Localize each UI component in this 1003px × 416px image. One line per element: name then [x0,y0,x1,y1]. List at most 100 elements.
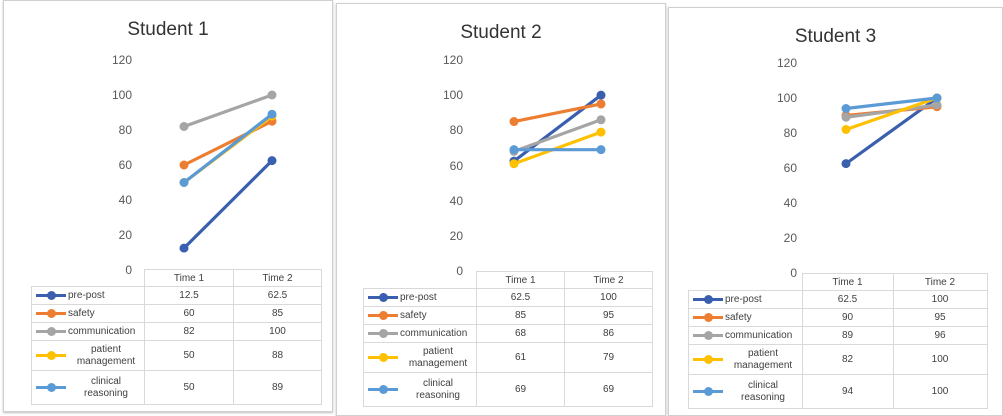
data-point-pre-post [596,90,606,100]
table-cell: 85 [476,306,565,325]
series-line-patient-management [512,130,603,166]
legend-label: clinical reasoning [416,377,460,401]
legend-key-icon [368,311,398,320]
legend-label: safety [725,311,752,323]
legend-label: clinical reasoning [741,379,785,403]
legend-key-icon [693,313,723,322]
data-point-communication [267,90,277,100]
series-line-clinical-reasoning [844,96,939,111]
y-tick-label: 100 [111,88,132,102]
legend-label: pre-post [725,293,762,305]
table-row: safety 85 95 [363,306,653,325]
legend-label: pre-post [400,291,437,303]
table-cell: 96 [892,326,988,345]
table-cell: 60 [144,304,234,323]
table-row: patient management 82 100 [688,344,988,375]
data-point-patient-management [509,159,519,169]
table-cell: 100 [892,344,988,375]
data-point-pre-post [841,159,851,169]
y-tick-label: 0 [456,264,463,278]
table-cell: 100 [233,322,322,341]
legend-label: pre-post [68,289,105,301]
series-line-patient-management [844,96,939,132]
legend-key-icon [36,291,66,300]
table-cell: 88 [233,340,322,371]
table-row: patient management 61 79 [363,342,653,373]
table-header: Time 2 [564,271,653,289]
table-cell: 50 [144,340,234,371]
table-cell: 100 [564,288,653,307]
data-point-clinical-reasoning [267,109,277,119]
chart-panel-student-3: Student 3 0 20 40 60 80 100 120 Time 1 Time 2 pre-… [668,7,1003,416]
table-row: pre-post 12.5 62.5 [31,286,322,305]
data-point-safety [179,160,189,170]
y-tick-label: 60 [783,161,797,175]
table-cell: 50 [144,370,234,405]
table-cell: 82 [144,322,234,341]
legend-label: communication [400,327,468,339]
chart-title: Student 3 [794,26,877,47]
table-cell: 12.5 [144,286,234,305]
table-row: clinical reasoning 69 69 [363,372,653,407]
table-cell: 100 [892,374,988,409]
y-tick-label: 60 [118,158,132,172]
table-row: safety 90 95 [688,308,988,327]
y-tick-label: 20 [449,228,463,243]
legend-key-icon [36,309,66,318]
table-cell: 95 [892,308,988,327]
y-tick-label: 80 [783,126,797,140]
legend-key-icon [36,383,66,392]
table-cell: 90 [801,308,894,327]
legend-label: communication [725,329,793,341]
series-line-clinical-reasoning [182,112,274,185]
data-point-clinical-reasoning [596,145,606,155]
plot-area [509,90,606,169]
y-tick-label: 0 [125,263,132,277]
data-point-clinical-reasoning [179,178,189,187]
data-point-communication [179,122,189,131]
series-line-communication [844,103,939,119]
table-cell: 95 [564,306,653,325]
table-cell: 62.5 [801,290,894,309]
plot-area [179,90,277,253]
table-header: Time 1 [144,269,234,287]
y-tick-label: 80 [449,123,463,138]
chart-title: Student 1 [127,19,209,40]
y-tick-label: 20 [118,228,132,242]
y-tick-label: 40 [118,193,132,207]
data-point-communication [841,112,851,122]
table-row: clinical reasoning 94 100 [688,374,988,409]
legend-label: safety [68,307,95,319]
table-row: pre-post 62.5 100 [363,288,653,307]
legend-label: clinical reasoning [84,375,128,399]
y-tick-label: 60 [449,158,463,173]
table-cell: 100 [892,290,988,309]
data-point-safety [596,99,606,109]
table-cell: 89 [801,326,894,345]
legend-label: communication [68,325,136,337]
series-line-communication [512,118,603,154]
data-point-patient-management [841,125,851,134]
y-tick-label: 120 [111,53,132,67]
data-point-communication [596,115,606,125]
table-header: Time 1 [476,271,565,289]
table-row: communication 89 96 [688,326,988,345]
table-cell: 82 [801,344,894,375]
legend-key-icon [36,327,66,336]
data-point-pre-post [179,243,189,253]
chart-panel-student-1: Student 1 0 20 40 60 80 100 120 Time 1 Time 2 pre-… [3,0,333,412]
table-cell: 94 [801,374,894,409]
legend-key-icon [693,387,723,396]
table-cell: 69 [476,372,565,407]
plot-area [841,93,942,169]
y-tick-label: 120 [776,56,797,70]
data-table: Time 1 Time 2 pre-post 62.5 100 safety 90 95 com… [688,273,988,409]
data-point-clinical-reasoning [509,145,519,155]
table-row: safety 60 85 [31,304,322,323]
data-point-patient-management [596,127,606,137]
y-tick-label: 40 [783,196,797,210]
series-line-pre-post [182,159,274,250]
table-cell: 86 [564,324,653,343]
legend-key-icon [693,295,723,304]
data-point-clinical-reasoning [932,93,942,103]
